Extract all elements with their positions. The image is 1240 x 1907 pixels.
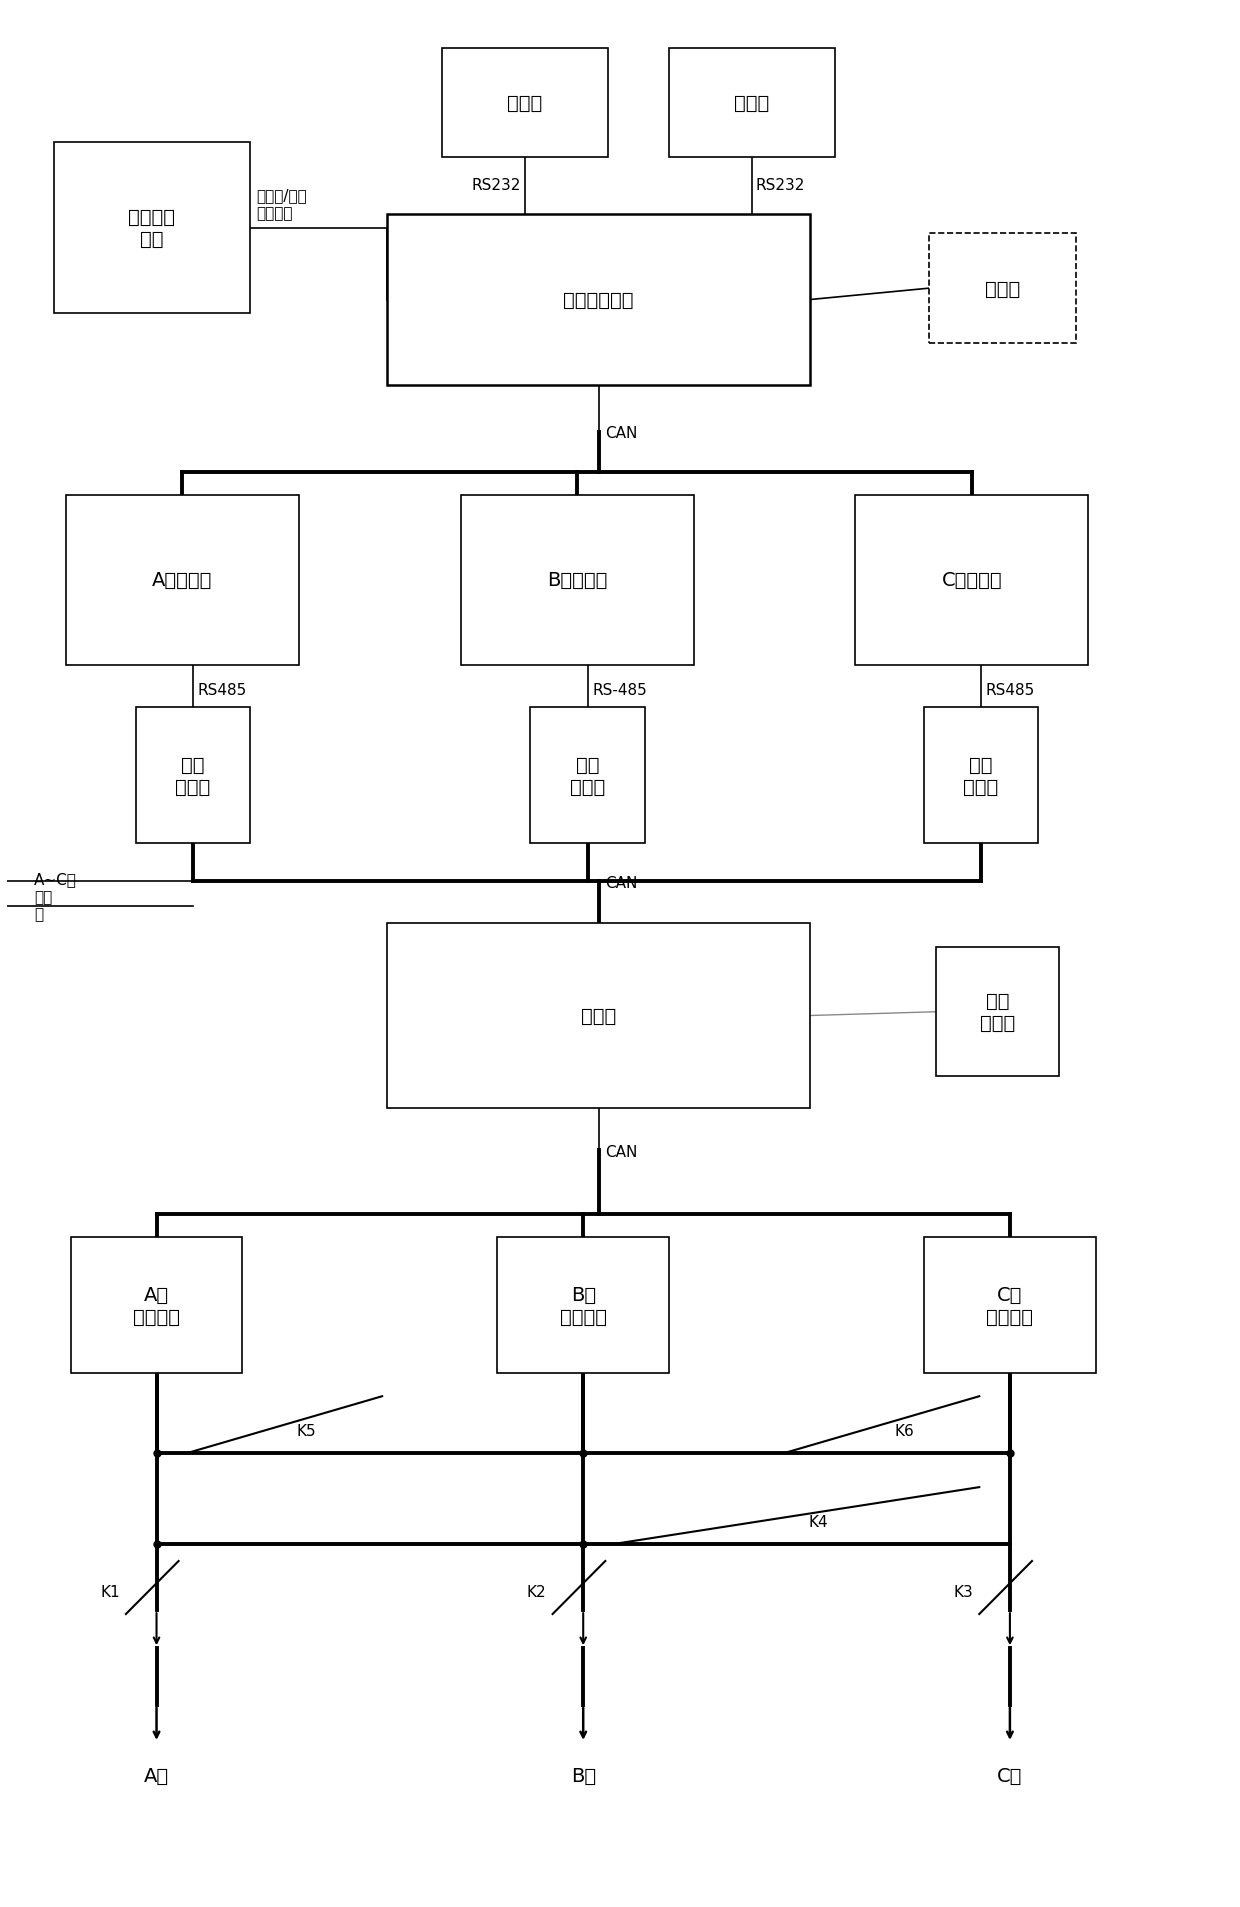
Text: CAN: CAN: [605, 425, 637, 441]
Text: C枪: C枪: [997, 1766, 1023, 1785]
Bar: [53, 143, 249, 313]
Text: 直流
电能表: 直流 电能表: [963, 755, 998, 795]
Text: K4: K4: [808, 1514, 828, 1529]
Bar: [443, 48, 608, 158]
Text: K1: K1: [100, 1585, 120, 1598]
Bar: [670, 48, 835, 158]
Text: C枪接口板: C枪接口板: [941, 570, 1002, 589]
Text: 读卡器: 读卡器: [734, 93, 770, 113]
Text: A枪接口板: A枪接口板: [153, 570, 212, 589]
Bar: [460, 496, 693, 666]
Text: C组
充电模块: C组 充电模块: [986, 1285, 1033, 1325]
Text: A枪: A枪: [144, 1766, 169, 1785]
Text: 指示灯: 指示灯: [985, 280, 1021, 299]
Text: A组
充电模块: A组 充电模块: [133, 1285, 180, 1325]
Text: 充电管理
后台: 充电管理 后台: [128, 208, 175, 250]
Bar: [135, 707, 249, 843]
Text: RS485: RS485: [986, 683, 1035, 698]
Bar: [497, 1238, 670, 1373]
Bar: [936, 948, 1059, 1077]
Text: B枪: B枪: [570, 1766, 595, 1785]
Text: B组
充电模块: B组 充电模块: [559, 1285, 606, 1325]
Bar: [856, 496, 1089, 666]
Text: 直流
电能表: 直流 电能表: [175, 755, 211, 795]
Text: RS-485: RS-485: [593, 683, 647, 698]
Bar: [387, 215, 810, 385]
Text: 显示屏: 显示屏: [507, 93, 543, 113]
Text: A~C枪
信号
线: A~C枪 信号 线: [33, 871, 77, 921]
Text: 监控板: 监控板: [580, 1007, 616, 1026]
Text: CAN: CAN: [605, 1144, 637, 1159]
Text: K2: K2: [527, 1585, 547, 1598]
Bar: [929, 235, 1076, 343]
Text: RS232: RS232: [755, 177, 805, 193]
Text: K3: K3: [954, 1585, 973, 1598]
Text: 以太网/移动
通信网络: 以太网/移动 通信网络: [255, 189, 306, 221]
Text: B枪接口板: B枪接口板: [547, 570, 608, 589]
Bar: [924, 707, 1038, 843]
Bar: [531, 707, 645, 843]
Bar: [387, 923, 810, 1108]
Text: 交流
电能表: 交流 电能表: [980, 992, 1016, 1034]
Text: RS485: RS485: [197, 683, 247, 698]
Bar: [924, 1238, 1096, 1373]
Bar: [66, 496, 299, 666]
Text: 直流
电能表: 直流 电能表: [570, 755, 605, 795]
Text: K6: K6: [894, 1423, 914, 1438]
Text: RS232: RS232: [472, 177, 521, 193]
Text: 计费管理单元: 计费管理单元: [563, 292, 634, 309]
Text: CAN: CAN: [605, 875, 637, 891]
Text: K5: K5: [296, 1423, 316, 1438]
Bar: [71, 1238, 242, 1373]
